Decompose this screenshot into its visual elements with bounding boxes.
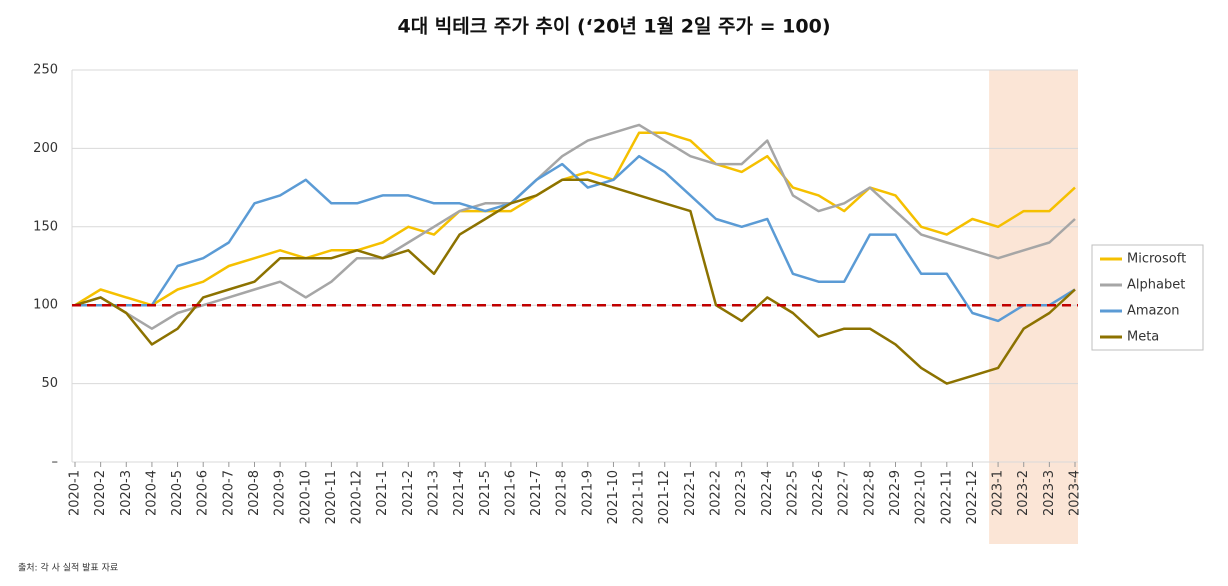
x-tick-label: 2022-2	[709, 470, 724, 516]
x-tick-label: 2022-11	[939, 470, 954, 524]
x-tick-label: 2020-8	[247, 470, 262, 516]
x-tick-label: 2022-5	[785, 470, 800, 516]
x-tick-label: 2023-4	[1068, 470, 1083, 516]
x-tick-label: 2020-7	[221, 470, 236, 516]
x-tick-label: 2020-5	[170, 470, 185, 516]
x-tick-label: 2022-3	[734, 470, 749, 516]
x-tick-label: 2021-3	[426, 470, 441, 516]
x-tick-label: 2021-12	[657, 470, 672, 524]
x-tick-label: 2022-6	[811, 470, 826, 516]
y-tick-label: 100	[33, 298, 58, 313]
legend-box	[1091, 244, 1204, 351]
x-tick-label: 2021-8	[555, 470, 570, 516]
x-tick-label: 2021-1	[375, 470, 390, 516]
x-tick-label: 2021-6	[503, 470, 518, 516]
x-tick-label: 2022-4	[760, 470, 775, 516]
shaded-region	[989, 70, 1078, 544]
x-tick-label: 2023-1	[991, 470, 1006, 516]
source-note: 출처: 각 사 실적 발표 자료	[18, 562, 118, 574]
series-line	[75, 154, 1076, 323]
x-tick-label: 2020-10	[298, 470, 313, 524]
legend-label: Microsoft	[1127, 252, 1186, 267]
x-tick-label: 2021-9	[580, 470, 595, 516]
series-line	[74, 178, 1076, 385]
x-tick-label: 2021-10	[606, 470, 621, 524]
chart-title: 4대 빅테크 주가 추이 (‘20년 1월 2일 주가 = 100)	[397, 16, 830, 38]
x-tick-label: 2020-12	[350, 470, 365, 524]
x-tick-label: 2022-7	[837, 470, 852, 516]
x-tick-label: 2022-8	[862, 470, 877, 516]
x-tick-label: 2020-1	[68, 470, 83, 516]
x-tick-label: 2020-9	[273, 470, 288, 516]
x-tick-label: 2022-1	[683, 470, 698, 516]
legend-label: Alphabet	[1127, 278, 1185, 293]
y-tick-label: 150	[33, 219, 58, 234]
x-tick-label: 2021-11	[632, 470, 647, 524]
x-tick-label: 2020-4	[144, 470, 159, 516]
y-tick-label: –	[52, 455, 59, 470]
x-tick-label: 2023-3	[1042, 470, 1057, 516]
legend-label: Meta	[1127, 330, 1159, 345]
x-tick-label: 2021-4	[452, 470, 467, 516]
x-tick-label: 2021-7	[529, 470, 544, 516]
y-tick-label: 200	[33, 141, 58, 156]
series-line	[74, 123, 1076, 330]
x-tick-label: 2022-9	[888, 470, 903, 516]
y-tick-label: 50	[41, 376, 58, 391]
x-tick-label: 2022-12	[965, 470, 980, 524]
x-tick-label: 2021-5	[478, 470, 493, 516]
x-tick-label: 2020-2	[93, 470, 108, 516]
x-tick-label: 2020-3	[119, 470, 134, 516]
x-tick-label: 2022-10	[914, 470, 929, 524]
y-tick-label: 250	[33, 63, 58, 78]
series-line	[74, 131, 1076, 307]
x-tick-label: 2020-6	[196, 470, 211, 516]
x-tick-label: 2021-2	[401, 470, 416, 516]
x-tick-label: 2020-11	[324, 470, 339, 524]
x-tick-label: 2023-2	[1016, 470, 1031, 516]
legend-label: Amazon	[1127, 304, 1180, 319]
